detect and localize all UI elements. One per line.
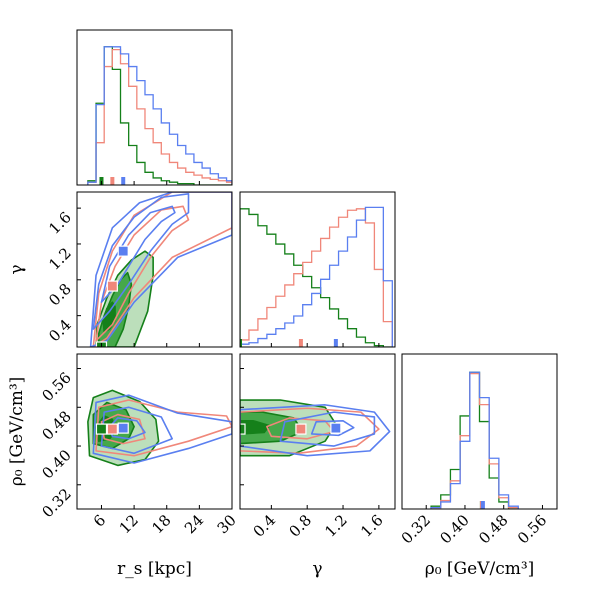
best-fit-tick-green [240,339,242,347]
contour-salmon-level-2 [240,407,380,455]
best-fit-tick-salmon [298,339,303,347]
best-fit-marker-salmon [106,423,118,435]
contour-salmon-level-2 [95,399,232,457]
contour-salmon-level-1 [95,205,190,342]
panel-frame [76,353,233,510]
y-tick-label: 1.6 [45,208,75,238]
panel-frame [76,29,233,186]
x-tick-label: 1.6 [357,511,387,541]
contour-blue-level-3 [92,394,232,464]
contour-blue-level-1 [310,420,355,437]
panel-rho0-vs-gamma: 0.4 0.8 1.2 1.6 [239,353,396,541]
x-tick-label: 0.56 [514,511,550,547]
contour-blue-level-2 [92,192,190,330]
best-fit-marker-green [95,423,108,435]
x-axis-label-gamma: γ [312,559,322,579]
x-tick-label: 12 [116,511,142,537]
y-tick-label: 0.8 [45,280,75,310]
panel-gamma-vs-rs: 0.4 0.8 1.2 1.6 [45,191,233,348]
histogram-salmon [87,48,232,185]
histogram-green [240,208,393,347]
x-tick-label: 0.48 [475,511,511,547]
panel-frame [401,353,558,510]
contour-salmon-level-1 [100,413,146,445]
y-tick-label: 0.56 [38,369,74,405]
y-tick-label: 0.40 [38,446,74,482]
y-tick-label: 0.32 [38,485,74,521]
contour-salmon-level-2 [92,192,232,347]
best-fit-marker-salmon [106,280,118,292]
histogram-salmon [240,208,393,347]
x-tick-label: 30 [214,511,240,537]
contour-green-level-1 [240,420,271,435]
best-fit-marker-blue [330,422,342,434]
histogram-salmon [430,372,519,509]
best-fit-marker-blue [117,245,129,257]
y-tick-label: 1.2 [45,244,75,274]
x-tick-label: 0.40 [436,511,472,547]
x-tick-label: 0.8 [285,511,315,541]
x-axis-label-rs: r_s [kpc] [117,559,192,579]
contour-blue-level-1 [100,205,176,304]
x-tick-label: 24 [181,511,207,537]
y-axis-label-rho0: ρ₀ [GeV/cm³] [7,377,27,487]
x-tick-label: 0.32 [398,511,434,547]
contour-blue-level-3 [89,192,232,347]
panel-gamma-histogram [239,191,396,348]
x-tick-label: 0.4 [250,511,280,541]
y-axis-label-gamma: γ [7,264,27,274]
panel-rho0-histogram: 0.32 0.40 0.48 0.56 [398,353,558,547]
best-fit-marker-blue [117,422,129,434]
best-fit-tick-salmon [110,177,115,185]
best-fit-tick-blue [121,177,126,185]
x-tick-label: 18 [148,511,174,537]
panel-frame [239,191,396,348]
panel-frame [76,191,233,348]
best-fit-marker-salmon [295,423,307,435]
x-tick-label: 1.2 [321,511,351,541]
x-tick-label: 6 [90,511,109,530]
contour-blue-level-2 [100,406,173,455]
panel-rs-histogram [76,29,233,186]
contour-blue-level-2 [279,411,376,447]
y-tick-label: 0.48 [38,407,74,443]
histogram-green [430,371,519,509]
best-fit-tick-blue [480,501,485,509]
contour-blue-level-3 [240,404,391,457]
best-fit-tick-blue [333,339,338,347]
histogram-blue [87,46,232,185]
histogram-blue [430,371,519,509]
best-fit-marker-green [240,423,246,435]
y-tick-label: 0.4 [45,316,75,346]
histogram-green [87,46,232,185]
panel-frame [239,353,396,510]
x-axis-label-rho0: ρ₀ [GeV/cm³] [425,559,535,579]
histogram-blue [240,206,393,347]
panel-rho0-vs-rs: 6 12 18 24 300.320.400.480.56 [38,353,240,537]
